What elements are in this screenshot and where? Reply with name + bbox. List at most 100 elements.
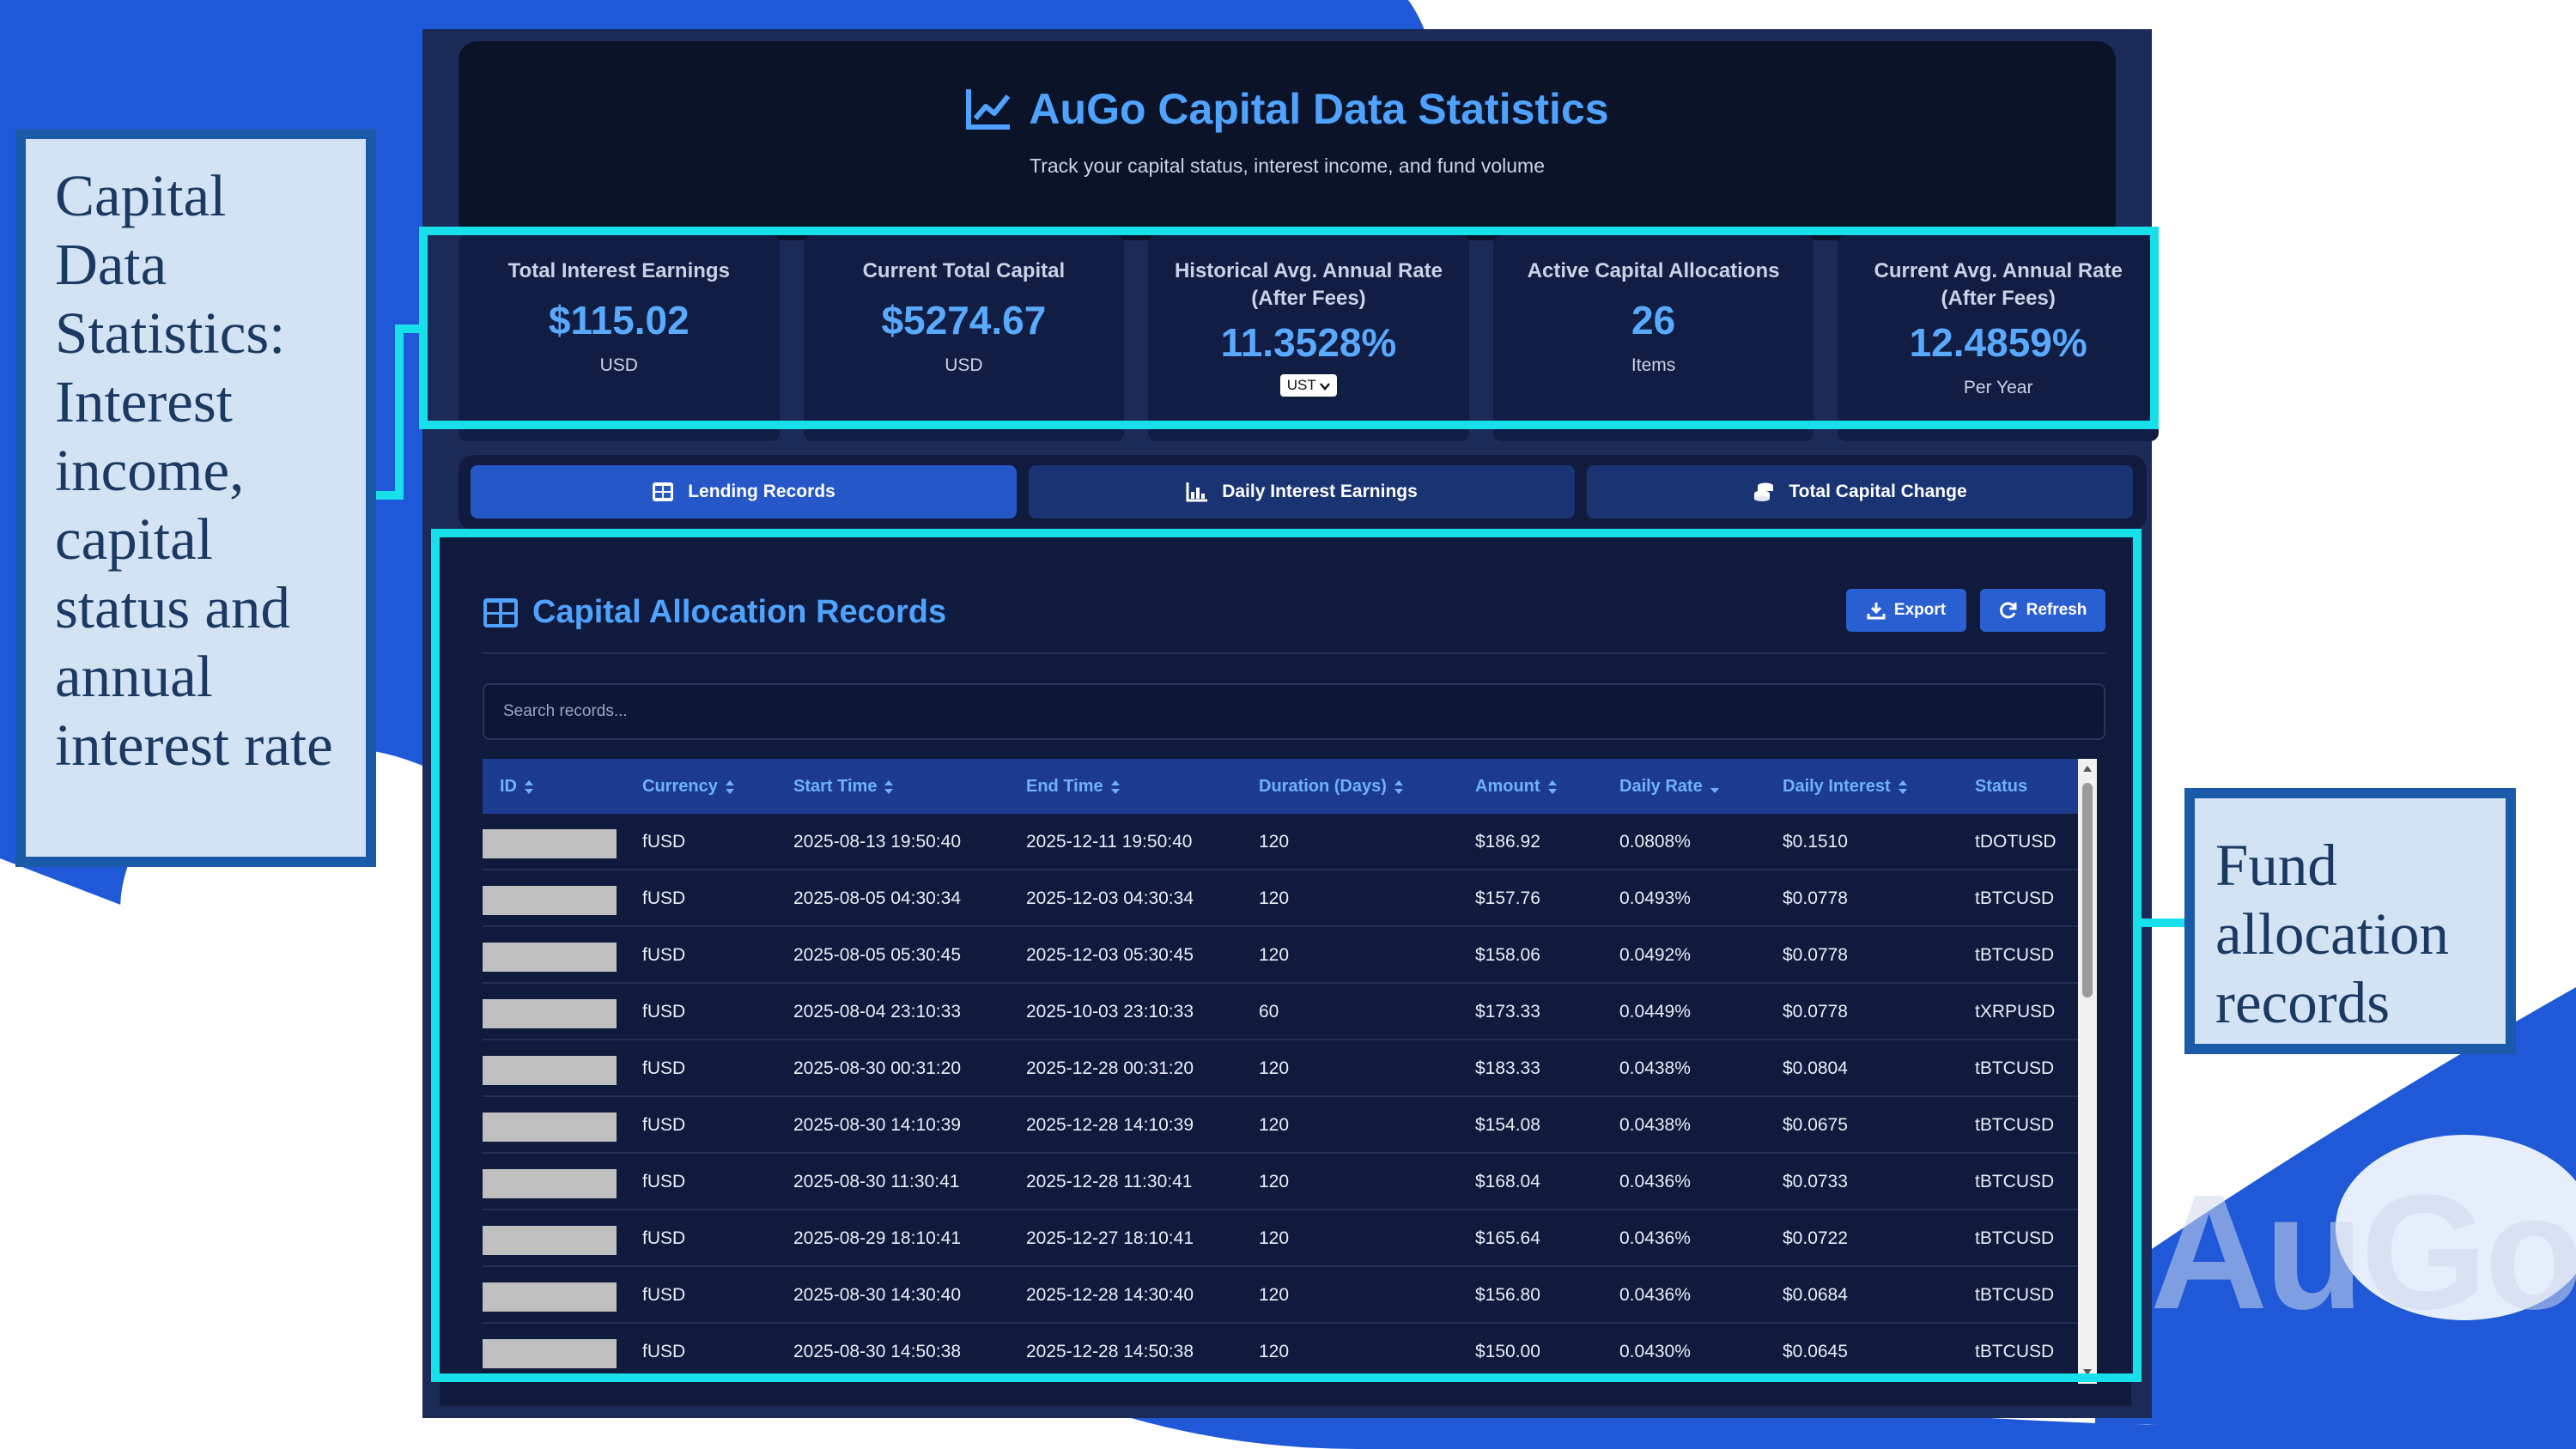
- redacted-id: [483, 1282, 617, 1312]
- tab-daily-interest-earnings[interactable]: Daily Interest Earnings: [1029, 465, 1575, 518]
- connector-left-v: [395, 324, 404, 500]
- cell-duration: 60: [1259, 1002, 1279, 1022]
- export-button-label: Export: [1893, 601, 1947, 619]
- sort-icon: [1898, 779, 1907, 794]
- column-header-label: Status: [1975, 777, 2028, 796]
- table-row[interactable]: fUSD 2025-08-05 04:30:34 2025-12-03 04:3…: [483, 870, 2080, 927]
- connector-left-h1: [376, 491, 404, 500]
- column-header-daily-interest[interactable]: Daily Interest: [1783, 759, 1908, 814]
- cell-end-time: 2025-12-28 14:10:39: [1026, 1115, 1194, 1135]
- table-row[interactable]: fUSD 2025-08-04 23:10:33 2025-10-03 23:1…: [483, 984, 2080, 1040]
- column-header-label: Daily Rate: [1619, 777, 1703, 796]
- connector-right: [2142, 919, 2184, 927]
- cell-start-time: 2025-08-30 14:10:39: [793, 1115, 961, 1135]
- table-row[interactable]: fUSD 2025-08-13 19:50:40 2025-12-11 19:5…: [483, 814, 2080, 870]
- cell-start-time: 2025-08-13 19:50:40: [793, 832, 961, 852]
- search-input[interactable]: [483, 683, 2105, 740]
- allocation-table: ID Currency Start Time End Time Duration…: [483, 759, 2097, 1384]
- highlight-table-box: [431, 529, 2142, 1382]
- cell-daily-interest: $0.1510: [1783, 832, 1848, 852]
- cell-duration: 120: [1259, 888, 1290, 908]
- cell-daily-interest: $0.0778: [1783, 1002, 1848, 1022]
- tab-total-capital-change[interactable]: Total Capital Change: [1587, 465, 2133, 518]
- cell-currency: fUSD: [642, 1058, 686, 1078]
- cell-daily-interest: $0.0684: [1783, 1285, 1848, 1305]
- redacted-id: [483, 999, 617, 1028]
- column-header-start-time[interactable]: Start Time: [793, 759, 894, 814]
- currency-select-value: UST: [1286, 377, 1316, 393]
- sort-icon: [725, 779, 734, 794]
- cell-duration: 120: [1259, 832, 1290, 852]
- cell-end-time: 2025-12-28 11:30:41: [1026, 1172, 1193, 1191]
- scroll-down-icon[interactable]: [2082, 1368, 2093, 1377]
- cell-duration: 120: [1259, 1172, 1290, 1191]
- cell-amount: $156.80: [1475, 1285, 1540, 1305]
- stat-card-total-interest: Total Interest Earnings $115.02 USD: [459, 235, 780, 441]
- table-row[interactable]: fUSD 2025-08-30 11:30:41 2025-12-28 11:3…: [483, 1154, 2080, 1210]
- cell-start-time: 2025-08-29 18:10:41: [793, 1228, 961, 1248]
- cell-status: tDOTUSD: [1975, 832, 2057, 852]
- table-row[interactable]: fUSD 2025-08-30 00:31:20 2025-12-28 00:3…: [483, 1040, 2080, 1097]
- column-header-end-time[interactable]: End Time: [1026, 759, 1121, 814]
- stats-row: Total Interest Earnings $115.02 USD Curr…: [459, 235, 2159, 441]
- tab-label: Daily Interest Earnings: [1222, 482, 1418, 501]
- scrollbar-thumb[interactable]: [2082, 783, 2093, 997]
- column-header-duration[interactable]: Duration (Days): [1259, 759, 1404, 814]
- app-window: AuGo Capital Data Statistics Track your …: [422, 29, 2159, 1418]
- redacted-id: [483, 886, 617, 915]
- column-header-status[interactable]: Status: [1975, 759, 2027, 814]
- cell-duration: 120: [1259, 1285, 1290, 1305]
- stat-label: Current Total Capital: [862, 259, 1066, 282]
- stat-card-historical-rate: Historical Avg. Annual Rate (After Fees)…: [1148, 235, 1469, 441]
- download-icon: [1867, 603, 1886, 620]
- cell-start-time: 2025-08-30 14:50:38: [793, 1342, 961, 1361]
- stat-value: $115.02: [548, 298, 690, 343]
- tab-lending-records[interactable]: Lending Records: [471, 465, 1017, 518]
- sort-icon: [1394, 779, 1403, 794]
- column-header-label: Duration (Days): [1259, 777, 1387, 796]
- cell-start-time: 2025-08-05 04:30:34: [793, 888, 961, 908]
- scroll-up-icon[interactable]: [2082, 764, 2093, 773]
- cell-duration: 120: [1259, 1115, 1290, 1135]
- table-header: ID Currency Start Time End Time Duration…: [483, 759, 2097, 814]
- currency-select[interactable]: UST: [1279, 374, 1338, 397]
- column-header-daily-rate[interactable]: Daily Rate: [1619, 759, 1720, 814]
- cell-currency: fUSD: [642, 1115, 686, 1135]
- redacted-id: [483, 943, 617, 972]
- page-title-text: AuGo Capital Data Statistics: [1029, 85, 1609, 133]
- sort-icon: [884, 779, 894, 794]
- cell-daily-interest: $0.0645: [1783, 1342, 1848, 1361]
- column-header-amount[interactable]: Amount: [1475, 759, 1558, 814]
- table-row[interactable]: fUSD 2025-08-30 14:10:39 2025-12-28 14:1…: [483, 1097, 2080, 1154]
- cell-status: tBTCUSD: [1975, 945, 2055, 965]
- sort-icon: [1110, 779, 1120, 794]
- column-header-label: Currency: [642, 777, 718, 796]
- highlight-stats-box: [419, 227, 2159, 429]
- cell-daily-rate: 0.0493%: [1619, 888, 1691, 908]
- cell-daily-rate: 0.0449%: [1619, 1002, 1691, 1022]
- cell-daily-rate: 0.0436%: [1619, 1285, 1691, 1305]
- cell-end-time: 2025-12-28 14:50:38: [1026, 1342, 1194, 1361]
- line-chart-icon: [966, 89, 1011, 130]
- cell-currency: fUSD: [642, 1172, 686, 1191]
- table-row[interactable]: fUSD 2025-08-30 14:30:40 2025-12-28 14:3…: [483, 1267, 2080, 1324]
- cell-amount: $154.08: [1475, 1115, 1540, 1135]
- redacted-id: [483, 829, 617, 858]
- table-row[interactable]: fUSD 2025-08-29 18:10:41 2025-12-27 18:1…: [483, 1210, 2080, 1267]
- export-button[interactable]: Export: [1846, 589, 1966, 632]
- cell-status: tXRPUSD: [1975, 1002, 2056, 1022]
- column-header-currency[interactable]: Currency: [642, 759, 735, 814]
- stat-unit: USD: [945, 355, 983, 375]
- cell-daily-interest: $0.0778: [1783, 888, 1848, 908]
- table-row[interactable]: fUSD 2025-08-05 05:30:45 2025-12-03 05:3…: [483, 927, 2080, 984]
- cell-amount: $173.33: [1475, 1002, 1540, 1022]
- chevron-down-icon: [1320, 382, 1331, 391]
- tab-label: Lending Records: [688, 482, 835, 501]
- refresh-button[interactable]: Refresh: [1980, 589, 2105, 632]
- cell-daily-interest: $0.0778: [1783, 945, 1848, 965]
- table-scrollbar[interactable]: [2078, 759, 2097, 1384]
- column-header-label: End Time: [1026, 777, 1103, 796]
- cell-daily-rate: 0.0436%: [1619, 1228, 1691, 1248]
- column-header-id[interactable]: ID: [500, 759, 534, 814]
- cell-duration: 120: [1259, 1342, 1290, 1361]
